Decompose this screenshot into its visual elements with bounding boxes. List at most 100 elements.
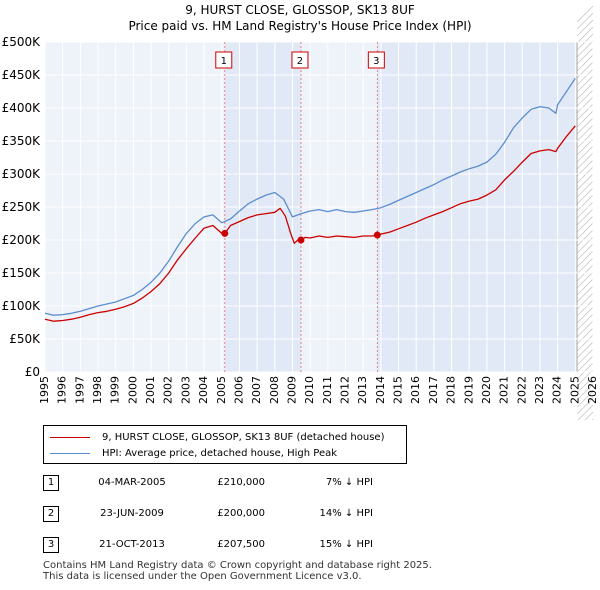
sale-hpi-diff: 7% ↓ HPI xyxy=(325,477,373,488)
forecast-hatch xyxy=(576,390,594,408)
legend-item-hpi: HPI: Average price, detached house, High… xyxy=(50,446,337,460)
x-tick-label: 2020 xyxy=(480,376,493,404)
y-tick-label: £200K xyxy=(2,233,42,247)
forecast-hatch xyxy=(576,159,594,177)
forecast-hatch xyxy=(576,397,594,415)
sale-number-badge: 3 xyxy=(43,537,59,553)
legend-label-hpi: HPI: Average price, detached house, High… xyxy=(102,447,338,459)
x-tick-label: 2008 xyxy=(268,376,281,404)
x-tick-label: 2000 xyxy=(126,376,139,404)
forecast-hatch xyxy=(576,376,594,394)
x-tick-label: 1995 xyxy=(38,376,51,404)
forecast-hatch xyxy=(576,194,594,212)
forecast-hatch xyxy=(576,299,594,317)
x-tick-label: 2016 xyxy=(409,376,422,404)
forecast-hatch xyxy=(576,124,594,142)
sale-price: £210,000 xyxy=(217,477,265,488)
legend-swatch-property xyxy=(50,436,90,438)
x-tick-label: 2011 xyxy=(321,376,334,404)
y-tick-label: £0 xyxy=(25,365,40,379)
forecast-hatch xyxy=(576,12,594,30)
sale-date: 21-OCT-2013 xyxy=(99,539,165,550)
y-tick-label: £50K xyxy=(9,332,41,346)
forecast-hatch xyxy=(576,243,594,261)
sale-number-badge: 2 xyxy=(43,506,59,522)
footer-copyright: Contains HM Land Registry data © Crown c… xyxy=(43,560,432,582)
forecast-hatch xyxy=(576,180,594,198)
x-tick-label: 2021 xyxy=(498,376,511,404)
x-tick-label: 1998 xyxy=(91,376,104,404)
forecast-hatch xyxy=(576,215,594,233)
x-tick-label: 2003 xyxy=(179,376,192,404)
y-tick-label: £450K xyxy=(2,68,42,82)
footer-line-2: This data is licensed under the Open Gov… xyxy=(43,571,362,582)
chart-subtitle: Price paid vs. HM Land Registry's House … xyxy=(128,19,472,33)
forecast-hatch xyxy=(576,313,594,331)
legend-swatch-hpi xyxy=(50,452,90,454)
x-tick-label: 1999 xyxy=(109,376,122,404)
forecast-hatch xyxy=(576,383,594,401)
transaction-label-box xyxy=(367,51,385,69)
forecast-hatch xyxy=(576,68,594,86)
y-tick-label: £350K xyxy=(2,134,42,148)
forecast-hatch xyxy=(576,54,594,72)
x-tick-label: 2017 xyxy=(427,376,440,404)
x-tick-label: 2018 xyxy=(445,376,458,404)
forecast-hatch xyxy=(576,341,594,359)
y-tick-label: £150K xyxy=(2,266,42,280)
transaction-label: 2 xyxy=(297,56,303,67)
x-tick-label: 2026 xyxy=(586,376,599,404)
forecast-hatch xyxy=(576,327,594,345)
forecast-hatch xyxy=(576,47,594,65)
forecast-hatch xyxy=(576,103,594,121)
x-tick-label: 1996 xyxy=(56,376,69,404)
forecast-hatch xyxy=(576,131,594,149)
chart-title: 9, HURST CLOSE, GLOSSOP, SK13 8UF xyxy=(185,3,415,17)
forecast-hatch xyxy=(576,278,594,296)
forecast-hatch xyxy=(577,404,594,420)
x-tick-label: 2025 xyxy=(568,376,581,404)
forecast-hatch xyxy=(576,362,594,380)
x-tick-label: 2015 xyxy=(392,376,405,404)
forecast-hatch xyxy=(576,320,594,338)
forecast-hatch xyxy=(576,348,594,366)
y-tick-label: £400K xyxy=(2,101,42,115)
x-tick-label: 2010 xyxy=(303,376,316,404)
forecast-hatch xyxy=(576,229,594,247)
forecast-hatch xyxy=(576,19,594,37)
sale-date: 04-MAR-2005 xyxy=(98,477,166,488)
forecast-hatch xyxy=(576,250,594,268)
sale-price: £207,500 xyxy=(217,539,265,550)
x-tick-label: 2009 xyxy=(285,376,298,404)
transaction-label-box xyxy=(291,51,309,69)
forecast-hatch xyxy=(576,285,594,303)
sale-row: 3 21-OCT-2013 £207,500 15% ↓ HPI xyxy=(43,537,583,555)
x-tick-label: 2022 xyxy=(515,376,528,404)
x-tick-label: 2007 xyxy=(250,376,263,404)
x-tick-label: 2002 xyxy=(162,376,175,404)
y-tick-label: £100K xyxy=(2,299,42,313)
x-tick-label: 2023 xyxy=(533,376,546,404)
sale-number-badge: 1 xyxy=(43,475,59,491)
y-tick-label: £250K xyxy=(2,200,42,214)
forecast-hatch xyxy=(576,75,594,93)
x-tick-label: 2013 xyxy=(356,376,369,404)
x-tick-label: 1997 xyxy=(73,376,86,404)
x-tick-label: 2004 xyxy=(197,376,210,404)
x-tick-label: 2001 xyxy=(144,376,157,404)
sale-row: 2 23-JUN-2009 £200,000 14% ↓ HPI xyxy=(43,506,583,524)
y-tick-label: £500K xyxy=(2,35,42,49)
hpi-line xyxy=(44,77,576,316)
chart-legend: 9, HURST CLOSE, GLOSSOP, SK13 8UF (detac… xyxy=(43,425,407,464)
x-tick-label: 2014 xyxy=(374,376,387,404)
forecast-hatch xyxy=(576,89,594,107)
forecast-hatch xyxy=(576,145,594,163)
forecast-hatch xyxy=(576,201,594,219)
sale-hpi-diff: 14% ↓ HPI xyxy=(319,508,373,519)
forecast-hatch xyxy=(576,138,594,156)
sale-row: 1 04-MAR-2005 £210,000 7% ↓ HPI xyxy=(43,475,583,493)
forecast-hatch xyxy=(576,208,594,226)
forecast-hatch xyxy=(576,110,594,128)
y-tick-label: £300K xyxy=(2,167,42,181)
sale-date: 23-JUN-2009 xyxy=(100,508,164,519)
